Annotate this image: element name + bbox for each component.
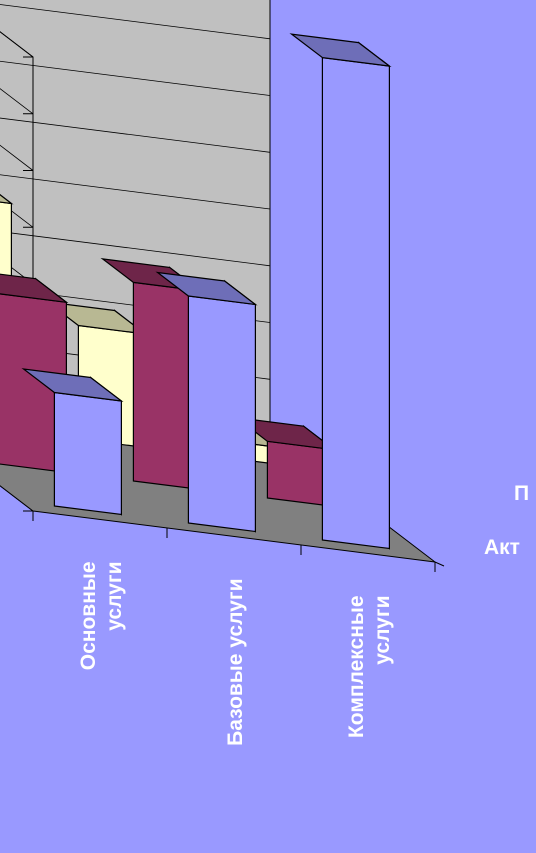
bar-front xyxy=(187,295,256,533)
chart-labels: Основные услуги Базовые услуги Комплексные у… xyxy=(77,482,529,746)
category-label-line: Комплексные xyxy=(345,596,368,739)
gridline xyxy=(0,174,271,285)
bar xyxy=(21,368,124,516)
bar xyxy=(289,33,392,550)
category-label: Комплексные услуги xyxy=(345,596,394,739)
category-label: Основные услуги xyxy=(77,562,126,671)
category-label-line: услуги xyxy=(371,596,394,665)
bar-top xyxy=(0,273,69,304)
chart-bars xyxy=(0,33,392,550)
category-label-line: Основные xyxy=(77,562,100,671)
gridline xyxy=(0,117,271,228)
bar-top xyxy=(21,368,124,402)
z-tick xyxy=(434,561,445,567)
bar xyxy=(155,271,258,533)
gridline xyxy=(0,4,271,115)
category-label-line: услуги xyxy=(103,562,126,631)
bar-front xyxy=(321,56,390,550)
gridline xyxy=(0,231,271,342)
bar-top xyxy=(155,271,258,306)
series-label: Акт xyxy=(484,536,520,559)
bar-front xyxy=(53,391,123,516)
bar-top xyxy=(289,33,392,67)
series-label: П xyxy=(514,482,529,505)
category-label-line: Базовые услуги xyxy=(224,579,247,746)
bar-top xyxy=(0,194,14,205)
category-label: Базовые услуги xyxy=(224,579,247,746)
gridline xyxy=(0,60,271,171)
